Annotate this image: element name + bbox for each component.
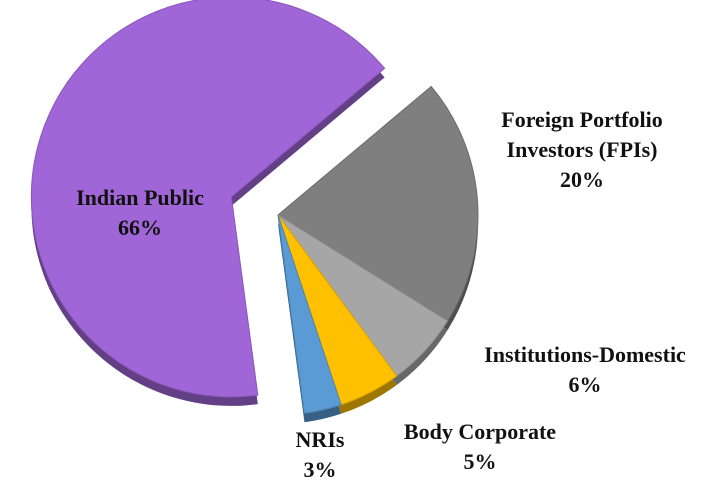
slice	[277, 85, 479, 322]
slice-label: Body Corporate 5%	[370, 417, 590, 477]
category-label: Indian Public	[76, 185, 204, 210]
value-label: 20%	[560, 167, 604, 192]
slice-label: Indian Public 66%	[40, 183, 240, 243]
slice-label: Foreign Portfolio Investors (FPIs) 20%	[462, 105, 702, 195]
category-label: Body Corporate	[403, 419, 557, 444]
value-label: 66%	[118, 215, 162, 240]
slice	[30, 0, 386, 398]
category-label: Foreign Portfolio Investors (FPIs)	[501, 107, 663, 162]
slice-label: Institutions-Domestic 6%	[435, 340, 725, 400]
value-label: 5%	[463, 449, 497, 474]
value-label: 6%	[568, 372, 602, 397]
value-label: 3%	[303, 457, 337, 482]
slice	[277, 214, 342, 414]
category-label: Institutions-Domestic	[484, 342, 686, 367]
category-label: NRIs	[295, 427, 345, 452]
slice-label: NRIs 3%	[280, 425, 360, 485]
